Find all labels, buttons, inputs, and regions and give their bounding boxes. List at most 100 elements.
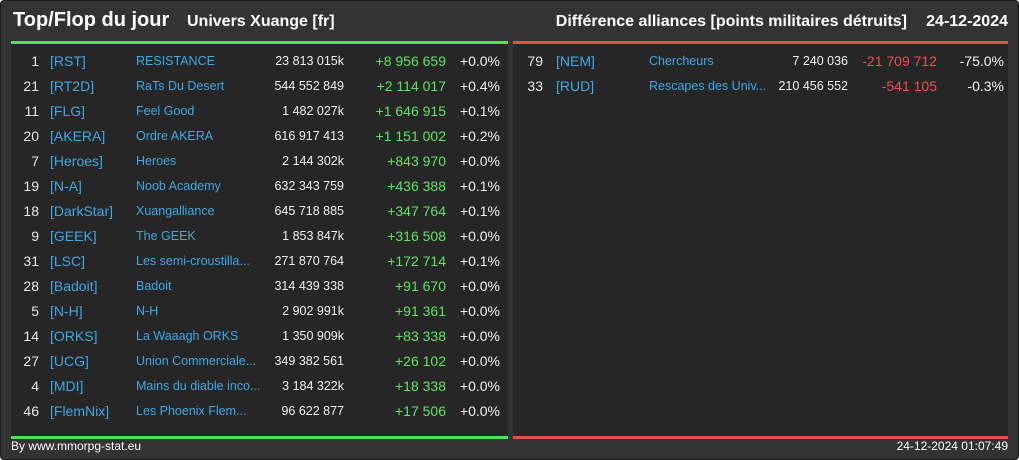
percent-change: +0.2% [459, 128, 500, 144]
alliance-points: 349 382 561 [274, 354, 344, 368]
alliance-points: 7 240 036 [792, 54, 848, 68]
top-alliance-row: 20 [AKERA] Ordre AKERA 616 917 413 +1 151 00… [11, 124, 508, 149]
alliance-name-link[interactable]: Chercheurs [649, 54, 714, 68]
alliance-name-link[interactable]: Union Commerciale... [136, 354, 257, 368]
alliance-name-link[interactable]: Feel Good [136, 104, 195, 118]
alliance-points: 23 813 015k [275, 54, 344, 68]
alliance-points: 1 350 909k [282, 329, 344, 343]
alliance-points: 2 144 302k [282, 154, 344, 168]
alliance-tag-link[interactable]: [ORKS] [50, 328, 98, 344]
alliance-rank: 46 [23, 403, 39, 419]
universe-label: Univers Xuange [fr] [187, 13, 335, 30]
alliance-rank: 28 [23, 278, 39, 294]
alliance-tag-link[interactable]: [FLG] [50, 103, 86, 119]
points-difference: +316 508 [387, 228, 446, 244]
alliance-tag-link[interactable]: [Heroes] [50, 153, 103, 169]
alliance-tag-link[interactable]: [N-H] [50, 303, 83, 319]
top-alliance-row: 31 [LSC] Les semi-croustilla... 271 870 764… [11, 249, 508, 274]
alliance-tag-link[interactable]: [RT2D] [50, 78, 95, 94]
percent-change: +0.0% [459, 403, 500, 419]
alliance-points: 271 870 764 [274, 254, 344, 268]
points-difference: +91 361 [395, 303, 446, 319]
alliance-rank: 7 [31, 153, 39, 169]
percent-change: +0.0% [459, 153, 500, 169]
points-difference: +1 151 002 [375, 128, 446, 144]
alliance-tag-link[interactable]: [N-A] [50, 178, 82, 194]
alliance-points: 544 552 849 [274, 79, 344, 93]
alliance-name-link[interactable]: Les Phoenix Flem... [136, 404, 247, 418]
footer-timestamp: 24-12-2024 01:07:49 [896, 439, 1008, 453]
alliance-name-link[interactable]: RaTs Du Desert [136, 79, 225, 93]
alliance-tag-link[interactable]: [RST] [50, 53, 86, 69]
alliance-name-link[interactable]: Badoit [136, 279, 172, 293]
percent-change: +0.1% [459, 178, 500, 194]
top-alliance-row: 1 [RST] RESISTANCE 23 813 015k +8 956 659 +0.… [11, 49, 508, 74]
flop-alliance-row: 79 [NEM] Chercheurs 7 240 036 -21 709 712 -75… [513, 49, 1008, 74]
alliance-name-link[interactable]: Mains du diable inco... [136, 379, 261, 393]
top-alliance-row: 18 [DarkStar] Xuangalliance 645 718 885 +347… [11, 199, 508, 224]
alliance-name-link[interactable]: N-H [136, 304, 159, 318]
alliance-tag-link[interactable]: [UCG] [50, 353, 89, 369]
top-alliance-row: 19 [N-A] Noob Academy 632 343 759 +436 388 +0… [11, 174, 508, 199]
header: Top/Flop du jour Univers Xuange [fr] Dif… [1, 1, 1018, 41]
alliance-name-link[interactable]: RESISTANCE [136, 54, 215, 68]
footer-credit[interactable]: By www.mmorpg-stat.eu [11, 439, 142, 453]
alliance-tag-link[interactable]: [MDI] [50, 378, 84, 394]
top-alliance-row: 4 [MDI] Mains du diable inco... 3 184 322k +… [11, 374, 508, 399]
alliance-rank: 14 [23, 328, 39, 344]
alliance-rank: 21 [23, 78, 39, 94]
alliance-name-link[interactable]: The GEEK [136, 229, 196, 243]
alliance-tag-link[interactable]: [AKERA] [50, 128, 106, 144]
alliance-rank: 33 [527, 78, 543, 94]
alliance-rank: 11 [24, 103, 39, 119]
points-difference: +1 646 915 [375, 103, 446, 119]
alliance-name-link[interactable]: La Waaagh ORKS [136, 329, 239, 343]
alliance-name-link[interactable]: Ordre AKERA [136, 129, 214, 143]
alliance-tag-link[interactable]: [RUD] [556, 78, 595, 94]
points-difference: +17 506 [395, 403, 446, 419]
alliance-name-link[interactable]: Les semi-croustilla... [136, 254, 250, 268]
header-date: 24-12-2024 [926, 13, 1008, 30]
top-alliance-row: 11 [FLG] Feel Good 1 482 027k +1 646 915 +0.1… [11, 99, 508, 124]
points-difference: +8 956 659 [375, 53, 446, 69]
points-difference: +26 102 [395, 353, 446, 369]
alliance-tag-link[interactable]: [FlemNix] [50, 403, 110, 419]
alliance-points: 1 482 027k [282, 104, 344, 118]
alliance-rank: 4 [31, 378, 39, 394]
alliance-name-link[interactable]: Xuangalliance [136, 204, 215, 218]
points-difference: -541 105 [881, 78, 937, 94]
flop-alliance-row: 33 [RUD] Rescapes des Univ... 210 456 552 -5… [513, 74, 1008, 99]
alliance-points: 3 184 322k [282, 379, 344, 393]
points-difference: +347 764 [387, 203, 446, 219]
points-difference: +172 714 [387, 253, 446, 269]
percent-change: +0.1% [459, 103, 500, 119]
percent-change: -75.0% [959, 53, 1004, 69]
top-alliance-row: 27 [UCG] Union Commerciale... 349 382 561 +2… [11, 349, 508, 374]
alliance-points: 314 439 338 [274, 279, 344, 293]
alliance-name-link[interactable]: Rescapes des Univ... [649, 79, 767, 93]
page-title: Top/Flop du jour [13, 9, 170, 31]
points-difference: +436 388 [387, 178, 446, 194]
alliance-tag-link[interactable]: [Badoit] [50, 278, 98, 294]
percent-change: +0.0% [459, 378, 500, 394]
points-difference: +91 670 [395, 278, 446, 294]
alliance-tag-link[interactable]: [GEEK] [50, 228, 97, 244]
difference-label: Différence alliances [points militaires … [555, 13, 907, 30]
percent-change: -0.3% [967, 78, 1004, 94]
top-alliance-row: 5 [N-H] N-H 2 902 991k +91 361 +0.0% [11, 299, 508, 324]
alliance-tag-link[interactable]: [NEM] [556, 53, 595, 69]
points-difference: -21 709 712 [862, 53, 937, 69]
top-alliance-row: 28 [Badoit] Badoit 314 439 338 +91 670 +0.0% [11, 274, 508, 299]
alliance-tag-link[interactable]: [DarkStar] [50, 203, 114, 219]
alliance-name-link[interactable]: Heroes [136, 154, 177, 168]
alliance-rank: 19 [23, 178, 39, 194]
points-difference: +83 338 [395, 328, 446, 344]
alliance-tag-link[interactable]: [LSC] [50, 253, 86, 269]
alliance-points: 616 917 413 [274, 129, 344, 143]
top-alliance-row: 14 [ORKS] La Waaagh ORKS 1 350 909k +83 338 +… [11, 324, 508, 349]
top-alliance-row: 7 [Heroes] Heroes 2 144 302k +843 970 +0.0% [11, 149, 508, 174]
points-difference: +18 338 [395, 378, 446, 394]
alliance-points: 632 343 759 [274, 179, 344, 193]
alliance-name-link[interactable]: Noob Academy [136, 179, 221, 193]
